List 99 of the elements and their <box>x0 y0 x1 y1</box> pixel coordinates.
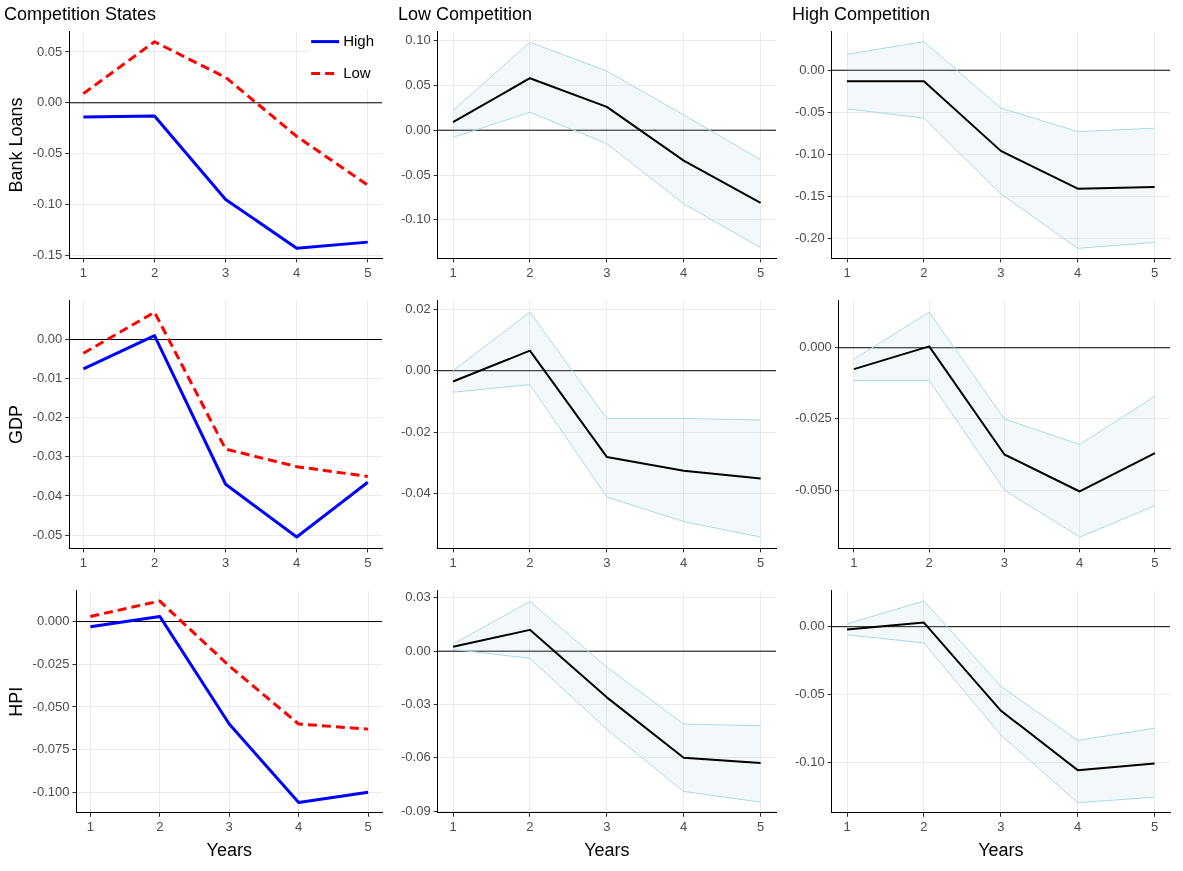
x-tick-label: 5 <box>364 554 372 570</box>
x-tick-label: 4 <box>1074 264 1082 280</box>
x-tick-label: 2 <box>150 554 159 570</box>
y-tick-label: -0.025 <box>794 410 832 426</box>
x-tick-label: 1 <box>86 819 94 835</box>
y-tick-label: 0.03 <box>405 589 431 605</box>
x-tick-label: 2 <box>156 819 164 835</box>
y-tick-label: -0.01 <box>32 370 63 386</box>
y-tick-label: -0.04 <box>32 487 63 503</box>
y-axis-title: GDP <box>5 405 26 445</box>
y-tick-label: 0.05 <box>405 76 431 92</box>
x-tick-label: 2 <box>526 554 534 570</box>
y-tick-label: -0.06 <box>400 749 431 765</box>
y-tick-label: 0.000 <box>799 339 832 355</box>
y-tick-label: 0.00 <box>799 61 825 77</box>
x-tick-label: 4 <box>293 264 301 280</box>
y-tick-label: -0.02 <box>400 423 431 439</box>
y-tick-label: -0.10 <box>794 753 825 769</box>
x-tick-label: 2 <box>925 554 933 570</box>
x-tick-label: 3 <box>603 554 611 570</box>
x-tick-label: 4 <box>680 264 688 280</box>
x-tick-label: 5 <box>757 554 765 570</box>
x-tick-label: 4 <box>293 554 301 570</box>
x-tick-label: 2 <box>526 264 534 280</box>
line-series <box>81 310 370 478</box>
y-tick-label: 0.000 <box>36 613 70 629</box>
x-axis-title: Years <box>206 840 252 861</box>
y-tick-label: -0.02 <box>32 409 63 425</box>
x-tick-label: 3 <box>222 554 230 570</box>
y-tick-label: 0.02 <box>405 300 431 316</box>
x-tick-label: 4 <box>1076 554 1084 570</box>
y-tick-label: -0.05 <box>794 103 825 119</box>
x-tick-label: 4 <box>680 554 688 570</box>
y-tick-label: -0.05 <box>32 145 63 161</box>
y-tick-label: 0.05 <box>36 43 63 59</box>
x-tick-label: 1 <box>850 554 858 570</box>
y-tick-label: -0.15 <box>32 246 63 262</box>
x-tick-label: 1 <box>843 264 851 280</box>
x-tick-label: 4 <box>295 819 303 835</box>
x-tick-label: 1 <box>79 554 88 570</box>
chart-title: Competition States <box>4 3 157 24</box>
x-tick-label: 5 <box>364 264 372 280</box>
x-tick-label: 2 <box>920 819 928 835</box>
y-axis-title: Bank Loans <box>5 97 26 193</box>
x-tick-label: 4 <box>1074 819 1082 835</box>
x-tick-label: 3 <box>1000 554 1009 570</box>
legend-label: Low <box>343 63 371 81</box>
x-tick-label: 5 <box>364 819 372 835</box>
x-tick-label: 2 <box>920 264 928 280</box>
y-tick-label: -0.05 <box>400 166 431 182</box>
y-tick-label: 0.00 <box>36 331 63 347</box>
y-tick-label: -0.075 <box>32 741 70 757</box>
y-tick-label: -0.100 <box>32 783 70 799</box>
y-tick-label: -0.05 <box>794 685 825 701</box>
x-tick-label: 3 <box>997 264 1005 280</box>
x-tick-label: 5 <box>1151 554 1159 570</box>
y-tick-label: 0.00 <box>405 121 431 137</box>
x-tick-label: 1 <box>79 264 88 280</box>
x-tick-label: 1 <box>449 819 457 835</box>
y-tick-label: 0.00 <box>405 362 431 378</box>
x-tick-label: 3 <box>225 819 233 835</box>
x-tick-label: 3 <box>603 819 611 835</box>
y-tick-label: -0.03 <box>32 448 63 464</box>
y-tick-label: -0.04 <box>400 485 431 501</box>
y-tick-label: -0.10 <box>400 211 431 227</box>
x-tick-label: 2 <box>526 819 534 835</box>
chart-title: Low Competition <box>398 3 533 24</box>
y-tick-label: -0.03 <box>400 696 431 712</box>
x-tick-label: 5 <box>757 819 765 835</box>
y-tick-label: 0.00 <box>799 618 825 634</box>
y-tick-label: -0.09 <box>400 802 431 818</box>
x-tick-label: 1 <box>449 554 457 570</box>
y-tick-label: -0.20 <box>794 229 825 245</box>
legend-label: High <box>343 31 375 49</box>
chart-title: High Competition <box>792 3 931 24</box>
x-tick-label: 5 <box>1151 819 1159 835</box>
y-tick-label: -0.15 <box>794 187 825 203</box>
x-tick-label: 5 <box>1151 264 1159 280</box>
x-tick-label: 3 <box>222 264 230 280</box>
x-axis-title: Years <box>978 840 1024 861</box>
y-tick-label: -0.050 <box>794 481 832 497</box>
x-axis-title: Years <box>584 840 630 861</box>
x-tick-label: 5 <box>757 264 765 280</box>
y-tick-label: -0.050 <box>32 698 70 714</box>
x-tick-label: 1 <box>843 819 851 835</box>
x-tick-label: 2 <box>150 264 159 280</box>
y-axis-title: HPI <box>5 686 26 717</box>
line-series <box>88 599 370 731</box>
y-tick-label: -0.05 <box>32 526 63 542</box>
x-tick-label: 3 <box>603 264 611 280</box>
y-tick-label: -0.10 <box>32 196 63 212</box>
y-tick-label: 0.00 <box>36 94 63 110</box>
y-tick-label: -0.10 <box>794 145 825 161</box>
x-tick-label: 3 <box>997 819 1005 835</box>
y-tick-label: 0.10 <box>405 32 431 48</box>
y-tick-label: 0.00 <box>405 642 431 658</box>
x-tick-label: 1 <box>449 264 457 280</box>
x-tick-label: 4 <box>680 819 688 835</box>
y-tick-label: -0.025 <box>32 655 70 671</box>
